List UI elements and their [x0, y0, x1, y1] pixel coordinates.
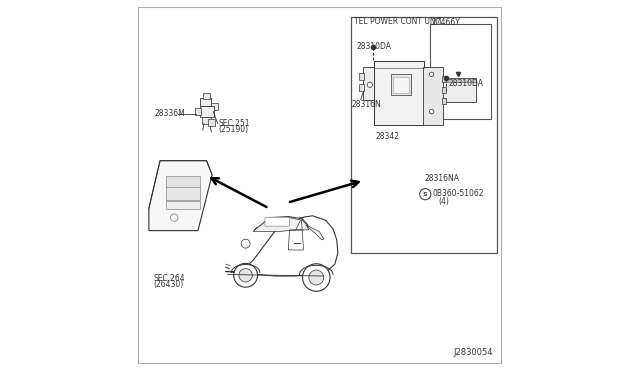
Polygon shape	[363, 67, 376, 100]
Polygon shape	[225, 216, 338, 276]
Bar	[209, 119, 215, 126]
Polygon shape	[306, 225, 324, 240]
Text: (4): (4)	[438, 197, 449, 206]
Circle shape	[367, 82, 372, 87]
Text: TEL POWER CONT UNIT: TEL POWER CONT UNIT	[354, 17, 443, 26]
Bar	[200, 98, 211, 106]
Text: 28342: 28342	[376, 132, 400, 141]
Bar	[195, 108, 201, 115]
Circle shape	[429, 109, 434, 114]
Bar	[442, 87, 445, 93]
Bar	[442, 76, 445, 82]
Text: 27466Y: 27466Y	[431, 18, 460, 27]
Text: 28310DA: 28310DA	[449, 79, 483, 88]
Polygon shape	[149, 161, 212, 231]
Bar	[166, 176, 200, 187]
Bar	[211, 103, 218, 110]
Circle shape	[429, 72, 434, 77]
Circle shape	[303, 264, 330, 291]
Bar	[200, 106, 214, 117]
Polygon shape	[301, 219, 309, 230]
Bar	[390, 74, 411, 95]
Circle shape	[420, 189, 431, 200]
FancyBboxPatch shape	[265, 217, 289, 226]
Circle shape	[241, 239, 250, 248]
Polygon shape	[254, 217, 308, 231]
Text: 28336M: 28336M	[154, 109, 185, 118]
Bar	[429, 24, 491, 119]
Circle shape	[234, 263, 257, 287]
Text: 28316NA: 28316NA	[424, 174, 459, 183]
Bar	[202, 117, 211, 124]
Text: J2830054: J2830054	[453, 348, 493, 357]
Text: 28316N: 28316N	[351, 100, 381, 109]
Bar	[393, 77, 409, 93]
Bar	[359, 84, 364, 91]
Text: SEC.264: SEC.264	[154, 274, 185, 283]
Polygon shape	[424, 67, 443, 125]
Circle shape	[309, 270, 324, 285]
Bar	[203, 93, 211, 99]
Polygon shape	[374, 61, 424, 125]
Bar	[351, 17, 497, 253]
Circle shape	[239, 269, 252, 282]
Text: SEC.251: SEC.251	[219, 119, 250, 128]
Bar	[166, 186, 200, 200]
Circle shape	[170, 214, 178, 221]
Text: 28310DA: 28310DA	[356, 42, 392, 51]
Polygon shape	[439, 78, 476, 102]
Bar	[166, 201, 200, 209]
Bar	[442, 98, 445, 104]
Text: (26430): (26430)	[154, 280, 184, 289]
Text: S: S	[423, 192, 428, 197]
Polygon shape	[439, 78, 476, 82]
Bar	[359, 73, 364, 80]
Text: 0B360-51062: 0B360-51062	[433, 189, 484, 198]
Text: (25190): (25190)	[219, 125, 249, 134]
Polygon shape	[253, 217, 301, 231]
